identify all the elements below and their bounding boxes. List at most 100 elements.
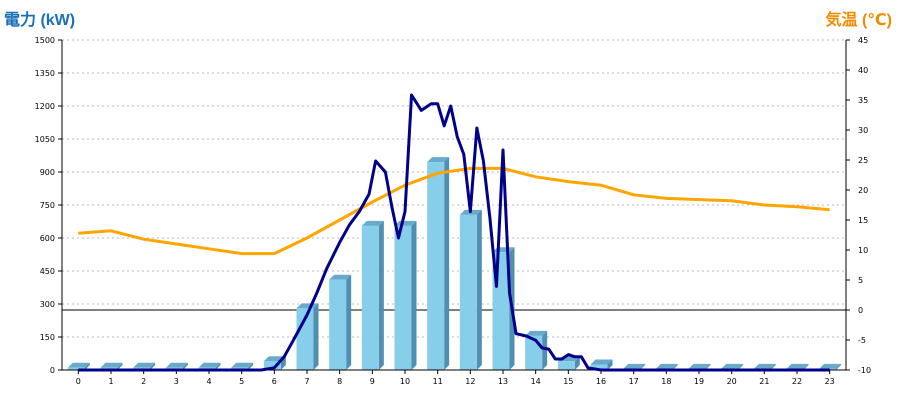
bar-side-8 — [346, 274, 352, 370]
y-right-tick-label: -10 — [858, 366, 871, 375]
bar-8 — [329, 279, 347, 370]
x-tick-label: 18 — [661, 377, 671, 386]
x-tick-label: 8 — [337, 377, 342, 386]
bar-top-11 — [427, 157, 450, 163]
bar-side-16 — [607, 359, 613, 370]
y-left-tick-label: 0 — [50, 366, 55, 375]
bar-top-17 — [623, 363, 646, 369]
x-tick-label: 10 — [400, 377, 410, 386]
y-left-tick-label: 1050 — [35, 135, 55, 144]
y-left-tick-label: 150 — [40, 333, 55, 342]
bar-side-6 — [280, 356, 286, 370]
x-tick-label: 0 — [76, 377, 81, 386]
bar-top-20 — [721, 363, 744, 369]
x-tick-label: 17 — [629, 377, 639, 386]
y-left-tick-label: 750 — [40, 201, 55, 210]
bar-side-2 — [150, 362, 156, 370]
bar-side-3 — [182, 362, 188, 370]
bar-top-8 — [329, 274, 352, 280]
bar-top-19 — [688, 363, 711, 369]
bar-top-10 — [394, 220, 417, 226]
bar-top-18 — [655, 363, 678, 369]
x-tick-label: 11 — [433, 377, 443, 386]
bar-side-18 — [672, 363, 678, 370]
x-tick-label: 16 — [596, 377, 606, 386]
bar-top-1 — [100, 362, 123, 368]
y-left-tick-label: 450 — [40, 267, 55, 276]
bar-side-14 — [542, 330, 548, 370]
x-tick-label: 12 — [465, 377, 475, 386]
x-tick-label: 14 — [531, 377, 541, 386]
bar-top-3 — [165, 362, 188, 368]
power-line — [78, 93, 830, 372]
bar-top-5 — [231, 362, 254, 368]
bar-side-23 — [836, 363, 842, 370]
bar-10 — [394, 225, 412, 370]
y-right-tick-label: -5 — [858, 336, 866, 345]
y-left-tick-label: 1500 — [35, 36, 55, 45]
y-right-tick-label: 10 — [858, 246, 868, 255]
bar-top-4 — [198, 362, 221, 368]
bar-side-5 — [248, 362, 254, 370]
bar-15 — [557, 361, 575, 370]
y-right-tick-label: 5 — [858, 276, 863, 285]
y-right-tick-label: 30 — [858, 126, 868, 135]
bar-top-14 — [525, 330, 548, 336]
y-right-tick-label: 20 — [858, 186, 868, 195]
x-tick-label: 19 — [694, 377, 704, 386]
y-left-tick-label: 900 — [40, 168, 55, 177]
bar-16 — [590, 364, 608, 370]
x-tick-label: 6 — [272, 377, 277, 386]
y-axis-right-label: 気温 (℃) — [825, 12, 892, 29]
y-right-tick-label: 15 — [858, 216, 868, 225]
bar-11 — [427, 162, 445, 370]
bar-top-23 — [819, 363, 842, 369]
bar-side-12 — [476, 209, 482, 370]
bar-side-11 — [444, 157, 450, 370]
bar-top-9 — [361, 220, 384, 226]
bar-side-1 — [117, 362, 123, 370]
bar-12 — [459, 214, 477, 370]
y-left-tick-label: 1350 — [35, 69, 55, 78]
x-tick-label: 5 — [239, 377, 244, 386]
bar-side-17 — [640, 363, 646, 370]
y-axis-left-label: 電力 (kW) — [4, 12, 76, 29]
y-right-tick-label: 40 — [858, 66, 868, 75]
bar-side-15 — [574, 356, 580, 370]
x-tick-label: 23 — [825, 377, 835, 386]
y-left-tick-label: 600 — [40, 234, 55, 243]
bar-side-22 — [803, 363, 809, 370]
y-right-tick-label: 0 — [858, 306, 863, 315]
y-right-tick-label: 35 — [858, 96, 868, 105]
x-tick-label: 21 — [759, 377, 769, 386]
y-right-tick-label: 45 — [858, 36, 868, 45]
x-tick-label: 9 — [370, 377, 375, 386]
x-tick-label: 4 — [206, 377, 211, 386]
bar-side-9 — [378, 220, 384, 370]
bar-side-10 — [411, 220, 417, 370]
bar-side-21 — [770, 363, 776, 370]
y-right-tick-label: 25 — [858, 156, 868, 165]
x-tick-label: 3 — [174, 377, 179, 386]
bar-side-7 — [313, 303, 319, 370]
x-tick-label: 15 — [563, 377, 573, 386]
bar-top-22 — [786, 363, 809, 369]
x-tick-label: 7 — [304, 377, 309, 386]
bar-side-19 — [705, 363, 711, 370]
x-tick-label: 13 — [498, 377, 508, 386]
y-left-tick-label: 300 — [40, 300, 55, 309]
x-tick-label: 1 — [108, 377, 113, 386]
y-left-tick-label: 1200 — [35, 102, 55, 111]
bar-side-20 — [738, 363, 744, 370]
bar-top-2 — [133, 362, 156, 368]
bar-side-0 — [84, 362, 90, 370]
x-tick-label: 22 — [792, 377, 802, 386]
bar-side-4 — [215, 362, 221, 370]
bar-top-16 — [590, 359, 613, 365]
temperature-line — [78, 166, 830, 256]
bar-top-21 — [753, 363, 776, 369]
bar-0 — [67, 367, 85, 370]
bar-top-0 — [67, 362, 90, 368]
